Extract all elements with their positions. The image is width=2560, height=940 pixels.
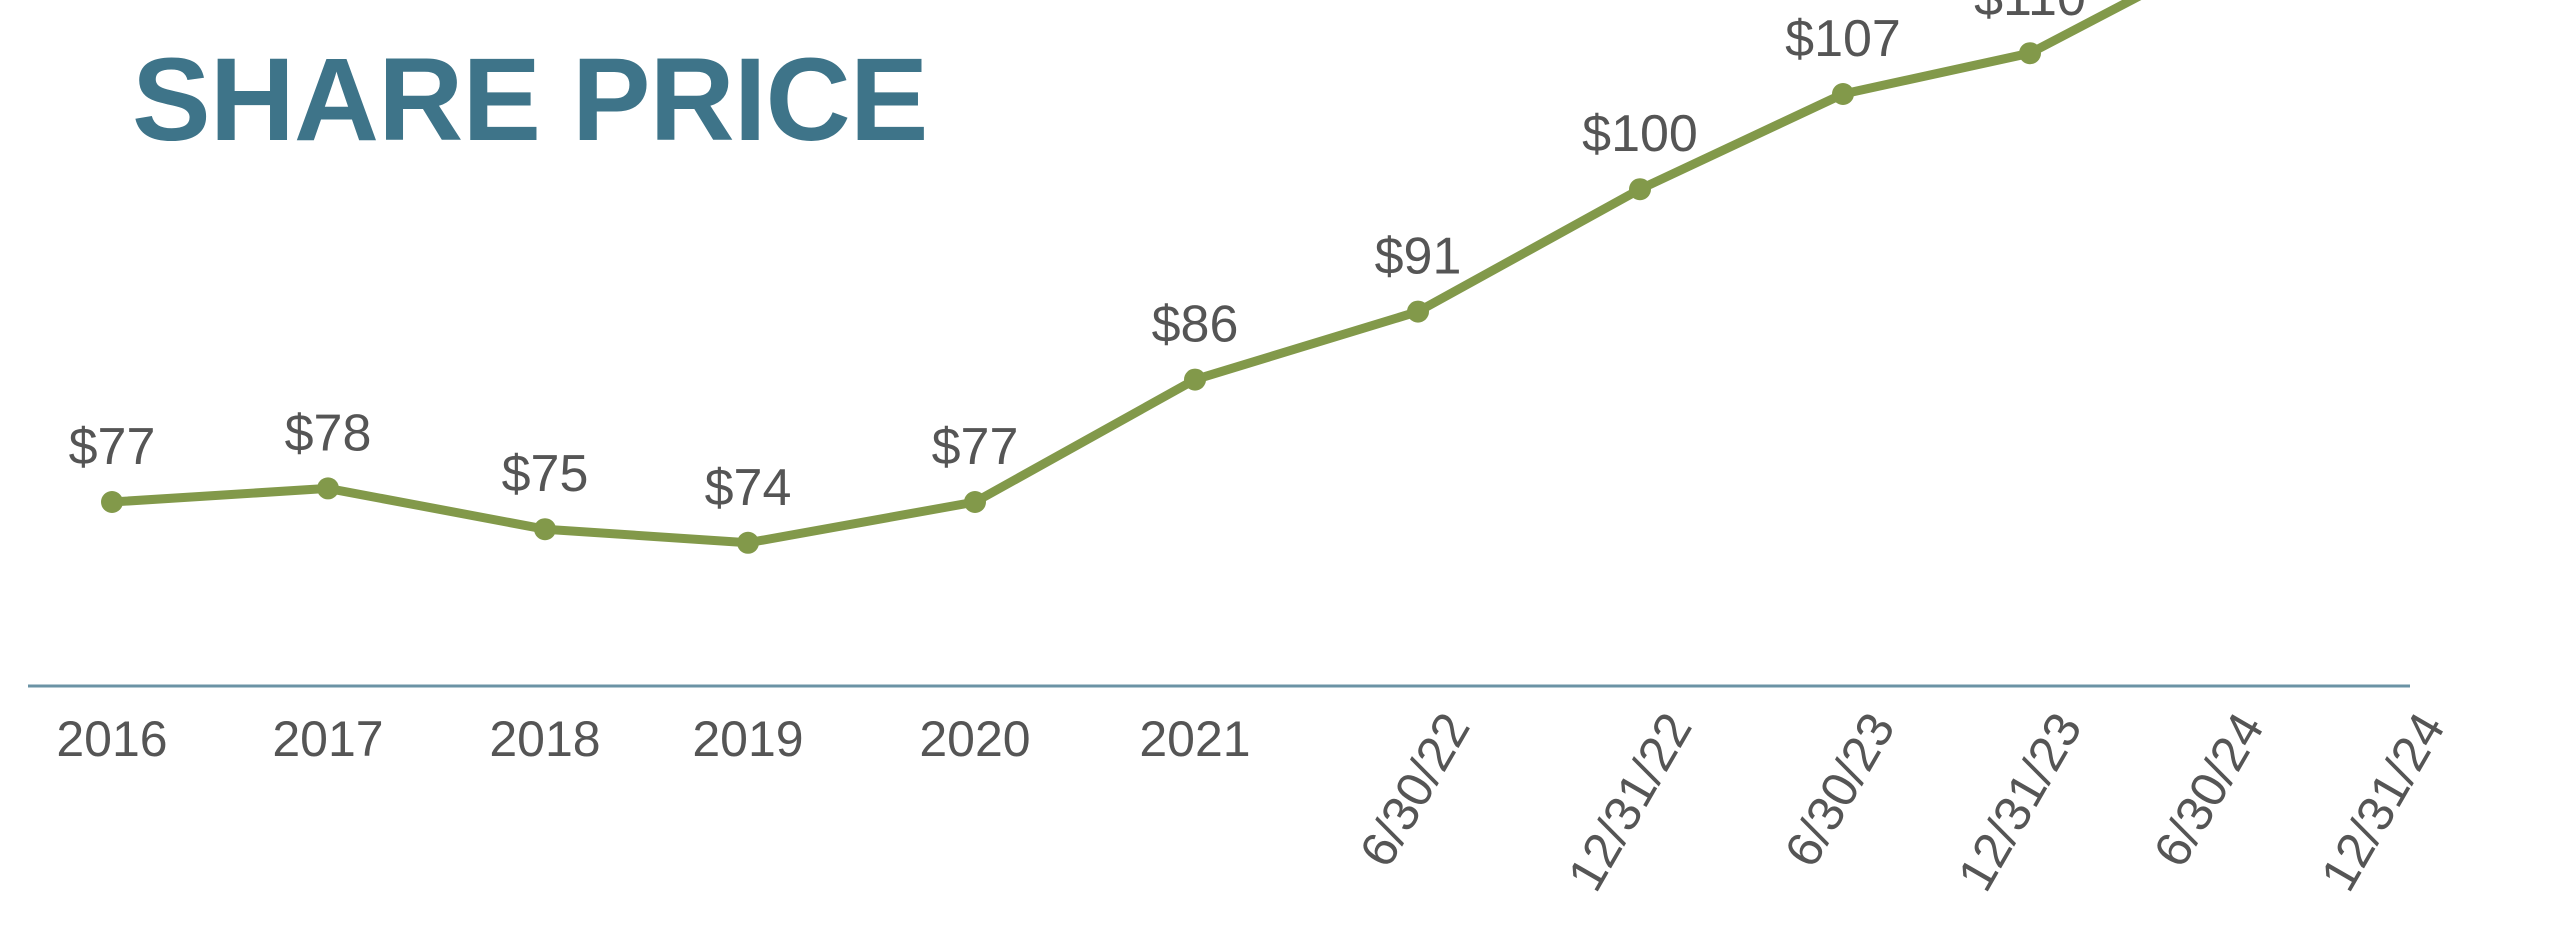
data-point-1 xyxy=(101,491,123,513)
data-label-1: $77 xyxy=(69,418,156,476)
data-point-6 xyxy=(1184,368,1206,391)
data-point-2 xyxy=(317,477,339,500)
data-label-10: $110 xyxy=(1974,0,2086,27)
x-tick-label-8: 12/31/22 xyxy=(1557,704,1703,901)
data-label-7: $91 xyxy=(1375,228,1462,286)
data-points xyxy=(101,42,2041,554)
chart-title: SHARE PRICE xyxy=(132,34,927,166)
x-tick-label-5: 2020 xyxy=(919,711,1030,767)
x-tick-label-6: 2021 xyxy=(1139,711,1250,767)
data-label-5: $77 xyxy=(932,418,1019,476)
x-tick-label-12: 12/31/24 xyxy=(2310,704,2456,901)
data-point-3 xyxy=(534,518,556,541)
x-tick-label-9: 6/30/23 xyxy=(1774,704,1906,876)
data-labels: $77$78$75$74$77$86$91$100$107$110$117$11… xyxy=(69,0,2086,517)
x-tick-label-7: 6/30/22 xyxy=(1349,704,1481,876)
data-point-4 xyxy=(737,531,759,554)
x-tick-labels: 2016 2017 2018 2019 2020 2021 6/30/22 12/31/22 6… xyxy=(56,704,2455,901)
data-label-6: $86 xyxy=(1152,296,1239,354)
x-tick-label-3: 2018 xyxy=(489,711,600,767)
x-tick-label-4: 2019 xyxy=(692,711,803,767)
data-point-5 xyxy=(964,491,986,513)
data-label-2: $78 xyxy=(285,404,372,462)
data-point-7 xyxy=(1407,300,1429,323)
data-label-8: $100 xyxy=(1582,105,1698,163)
data-label-9: $107 xyxy=(1785,10,1901,68)
data-label-3: $75 xyxy=(502,445,589,503)
x-tick-label-11: 6/30/24 xyxy=(2143,704,2275,876)
data-point-8 xyxy=(1629,178,1651,201)
data-label-4: $74 xyxy=(705,459,792,517)
x-tick-label-1: 2016 xyxy=(56,711,167,767)
data-point-9 xyxy=(1832,83,1854,105)
series-line xyxy=(107,0,2142,548)
x-tick-label-2: 2017 xyxy=(272,711,383,767)
data-point-10 xyxy=(2019,42,2041,65)
x-tick-label-10: 12/31/23 xyxy=(1947,704,2093,901)
